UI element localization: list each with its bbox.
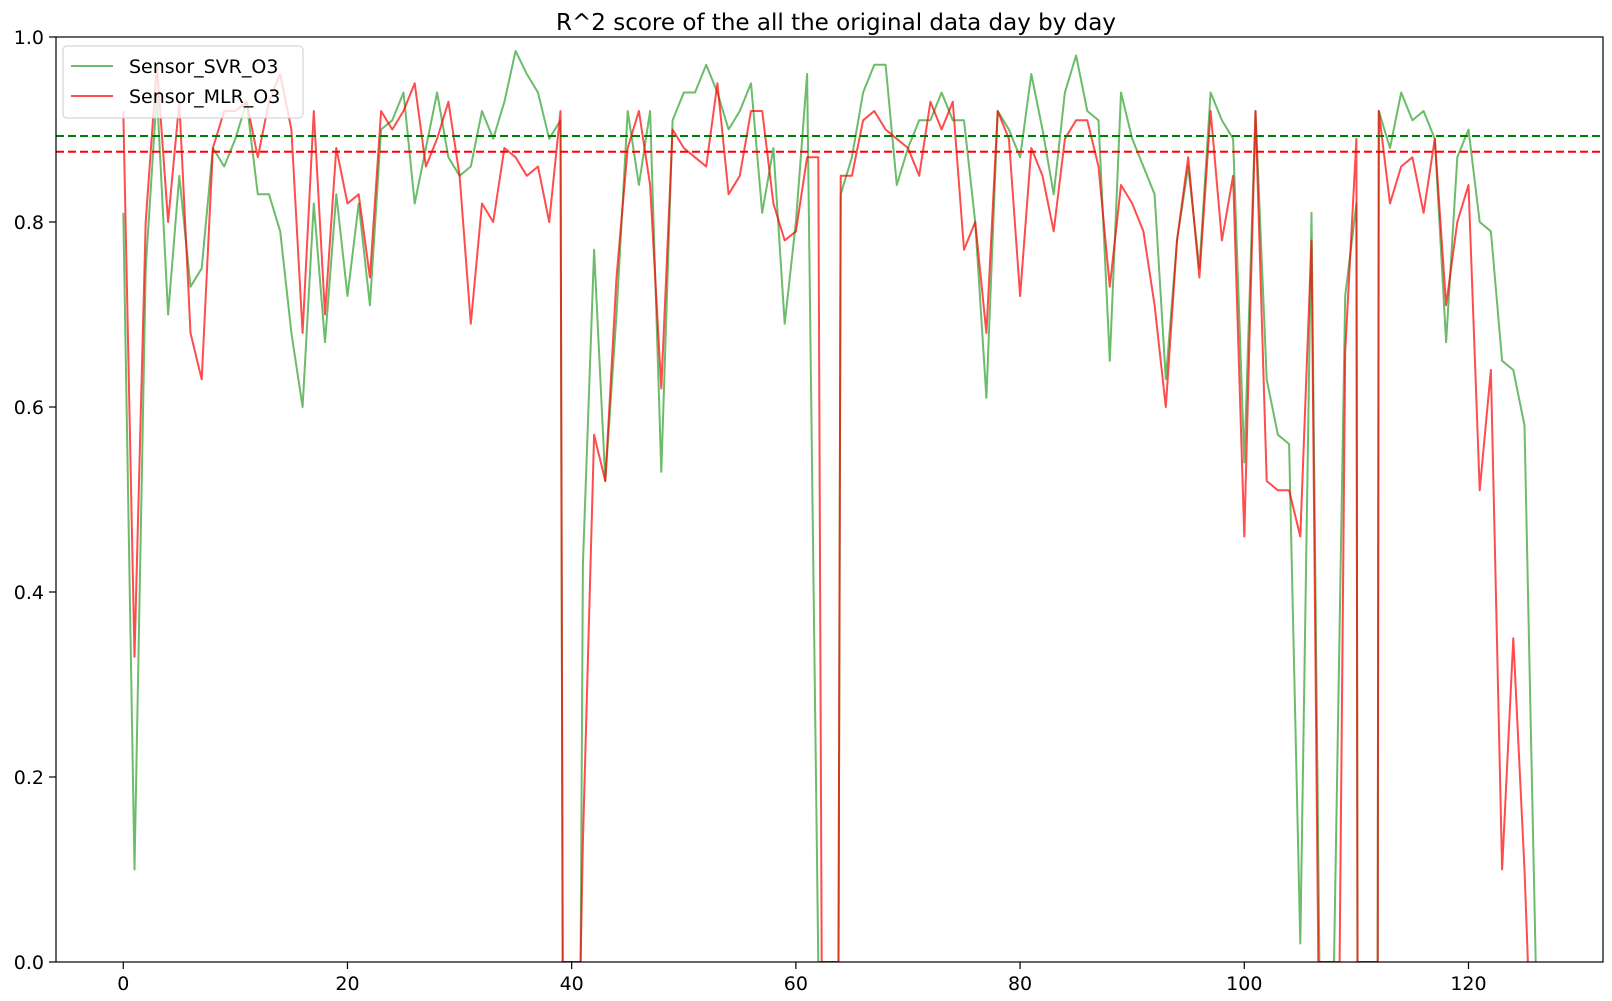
series-layer: [122, 49, 1537, 962]
x-tick-label: 20: [335, 973, 359, 995]
y-tick-label: 0.0: [14, 952, 44, 974]
axes-layer: 0 20 40 60 80 100 120 0.0 0.2 0.4 0.6 0.8 1.0: [14, 27, 1487, 995]
x-tick-label: 0: [117, 973, 129, 995]
y-tick-label: 0.6: [14, 397, 44, 419]
legend-label: Sensor_MLR_O3: [129, 86, 280, 108]
chart-title: R^2 score of the all the original data d…: [556, 10, 1116, 36]
legend: Sensor_SVR_O3 Sensor_MLR_O3: [62, 45, 304, 119]
x-tick-label: 60: [784, 973, 808, 995]
x-tick-label: 80: [1008, 973, 1032, 995]
y-tick-label: 1.0: [14, 27, 44, 49]
plot-frame: [55, 36, 1604, 963]
x-tick-label: 40: [560, 973, 584, 995]
series-line-mlr: [122, 63, 1529, 962]
x-tick-label: 100: [1226, 973, 1262, 995]
y-tick-label: 0.4: [14, 582, 44, 604]
legend-label: Sensor_SVR_O3: [129, 56, 278, 78]
y-tick-label: 0.2: [14, 767, 44, 789]
mean-lines-layer: [56, 134, 1603, 153]
legend-box: [62, 45, 304, 119]
y-tick-label: 0.8: [14, 212, 44, 234]
x-tick-label: 120: [1450, 973, 1486, 995]
